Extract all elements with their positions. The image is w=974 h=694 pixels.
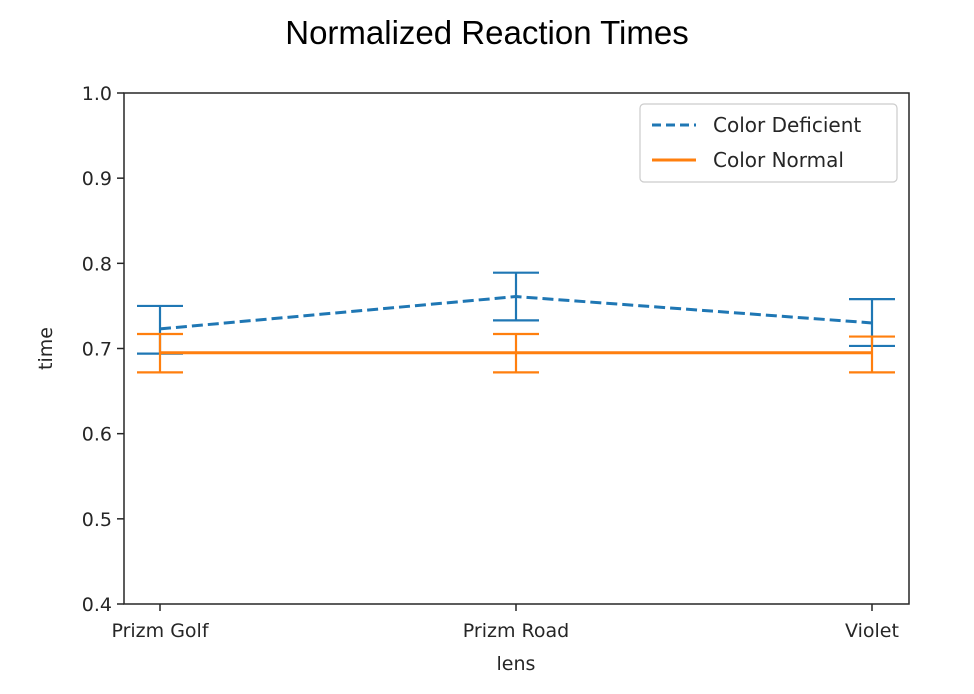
y-tick-label: 0.9 (82, 168, 112, 190)
x-axis-ticks: Prizm Golf Prizm Road Violet (111, 604, 899, 642)
y-tick-label: 0.4 (82, 594, 112, 616)
legend: Color Deficient Color Normal (639, 103, 898, 183)
series-line (159, 295, 873, 331)
chart-title: Normalized Reaction Times (285, 14, 689, 51)
x-tick-label: Prizm Golf (111, 620, 209, 642)
legend-label: Color Normal (713, 148, 844, 172)
series-color-normal (137, 332, 895, 374)
y-tick-label: 1.0 (82, 83, 112, 105)
y-axis-label: time (35, 327, 57, 370)
plot-frame (123, 92, 910, 605)
y-axis-ticks: 0.4 0.5 0.6 0.7 0.8 0.9 1.0 (82, 83, 124, 616)
y-tick-label: 0.6 (82, 424, 112, 446)
x-tick-label: Violet (845, 620, 899, 642)
legend-box (639, 103, 898, 183)
x-axis-label: lens (497, 653, 536, 675)
x-tick-label: Prizm Road (463, 620, 569, 642)
y-tick-label: 0.5 (82, 509, 112, 531)
y-tick-label: 0.8 (82, 253, 112, 275)
series-layer (137, 271, 895, 374)
y-tick-label: 0.7 (82, 339, 112, 361)
legend-label: Color Deficient (713, 113, 861, 137)
